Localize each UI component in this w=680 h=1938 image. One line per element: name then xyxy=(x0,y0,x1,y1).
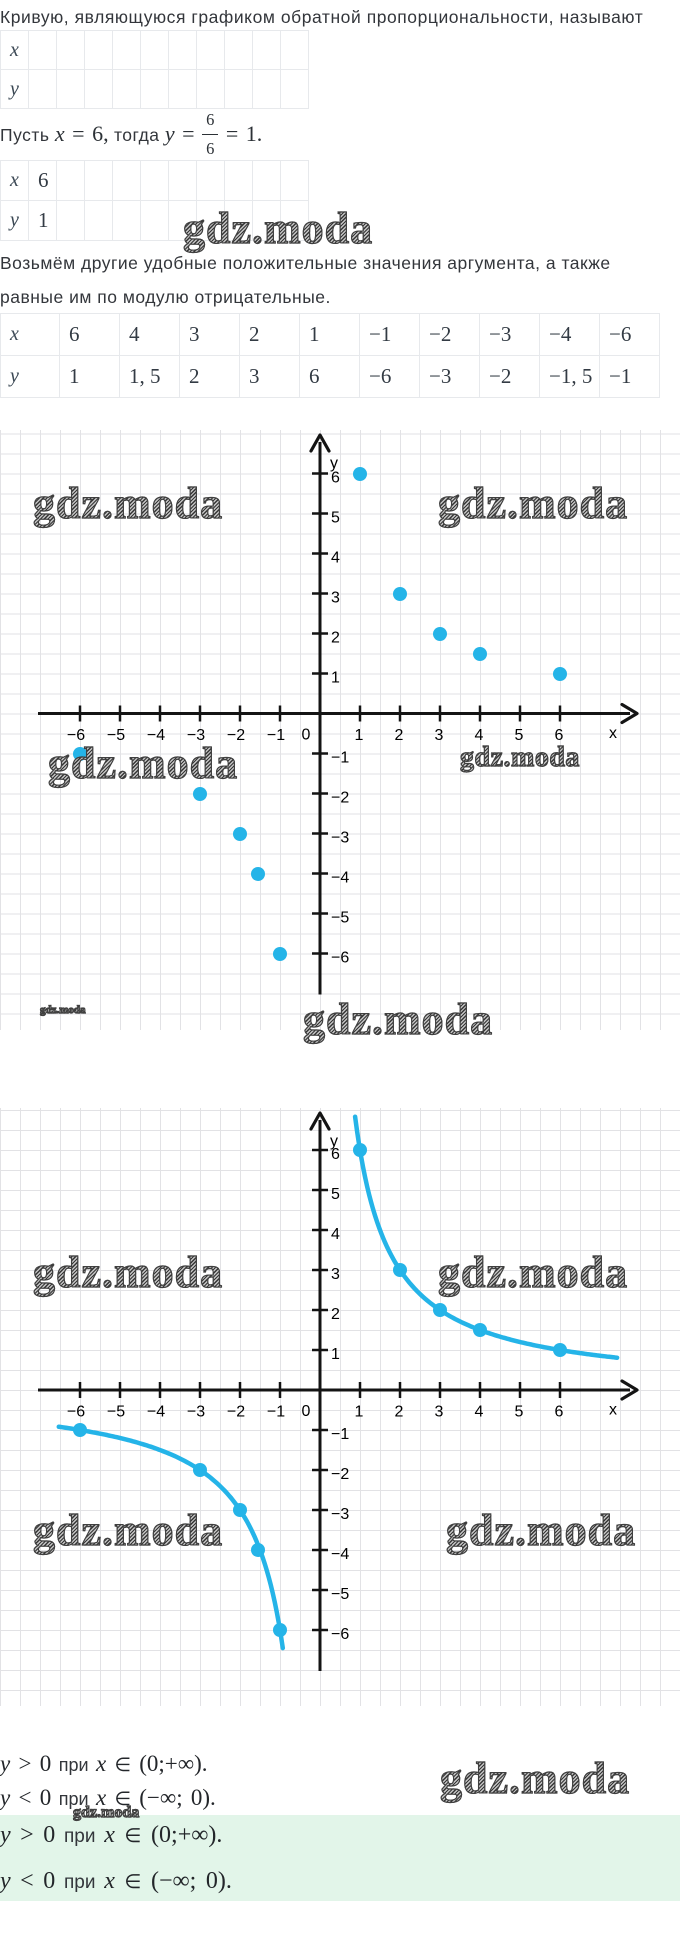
svg-text:0: 0 xyxy=(302,727,311,744)
svg-text:2: 2 xyxy=(395,1404,404,1421)
svg-text:x: x xyxy=(609,1402,617,1419)
svg-text:−4: −4 xyxy=(331,1546,349,1563)
svg-text:3: 3 xyxy=(331,1266,340,1283)
svg-text:−2: −2 xyxy=(227,1404,245,1421)
svg-text:−4: −4 xyxy=(147,1404,165,1421)
svg-text:−2: −2 xyxy=(331,1466,349,1483)
svg-text:4: 4 xyxy=(475,727,484,744)
svg-text:−6: −6 xyxy=(331,950,349,967)
svg-text:6: 6 xyxy=(331,470,340,487)
svg-text:−5: −5 xyxy=(331,910,349,927)
svg-text:−4: −4 xyxy=(147,727,165,744)
svg-text:−4: −4 xyxy=(331,870,349,887)
svg-text:−1: −1 xyxy=(267,727,285,744)
svg-text:y: y xyxy=(330,1133,338,1150)
svg-text:5: 5 xyxy=(515,1404,524,1421)
svg-text:y: y xyxy=(330,455,338,472)
svg-text:6: 6 xyxy=(555,727,564,744)
svg-text:6: 6 xyxy=(331,1146,340,1163)
svg-text:−1: −1 xyxy=(331,750,349,767)
svg-text:2: 2 xyxy=(395,727,404,744)
svg-text:1: 1 xyxy=(331,1346,340,1363)
svg-text:0: 0 xyxy=(302,1403,311,1420)
svg-text:−6: −6 xyxy=(331,1626,349,1643)
svg-text:3: 3 xyxy=(435,1404,444,1421)
svg-text:−2: −2 xyxy=(331,790,349,807)
svg-text:1: 1 xyxy=(355,727,364,744)
svg-text:−6: −6 xyxy=(67,1404,85,1421)
svg-text:1: 1 xyxy=(331,670,340,687)
svg-text:−5: −5 xyxy=(107,727,125,744)
svg-text:5: 5 xyxy=(331,1186,340,1203)
svg-text:−1: −1 xyxy=(331,1426,349,1443)
svg-text:−5: −5 xyxy=(107,1404,125,1421)
svg-text:−3: −3 xyxy=(187,1404,205,1421)
svg-text:3: 3 xyxy=(331,590,340,607)
svg-text:5: 5 xyxy=(515,727,524,744)
svg-text:3: 3 xyxy=(435,727,444,744)
svg-text:−5: −5 xyxy=(331,1586,349,1603)
svg-text:−3: −3 xyxy=(331,1506,349,1523)
svg-text:1: 1 xyxy=(355,1404,364,1421)
svg-text:−6: −6 xyxy=(67,727,85,744)
svg-text:4: 4 xyxy=(331,1226,340,1243)
svg-text:−2: −2 xyxy=(227,727,245,744)
svg-text:4: 4 xyxy=(331,550,340,567)
svg-text:4: 4 xyxy=(475,1404,484,1421)
svg-text:−1: −1 xyxy=(267,1404,285,1421)
svg-text:2: 2 xyxy=(331,630,340,647)
svg-text:−3: −3 xyxy=(331,830,349,847)
svg-text:6: 6 xyxy=(555,1404,564,1421)
svg-text:−3: −3 xyxy=(187,727,205,744)
svg-text:2: 2 xyxy=(331,1306,340,1323)
svg-text:x: x xyxy=(609,725,617,742)
svg-text:5: 5 xyxy=(331,510,340,527)
